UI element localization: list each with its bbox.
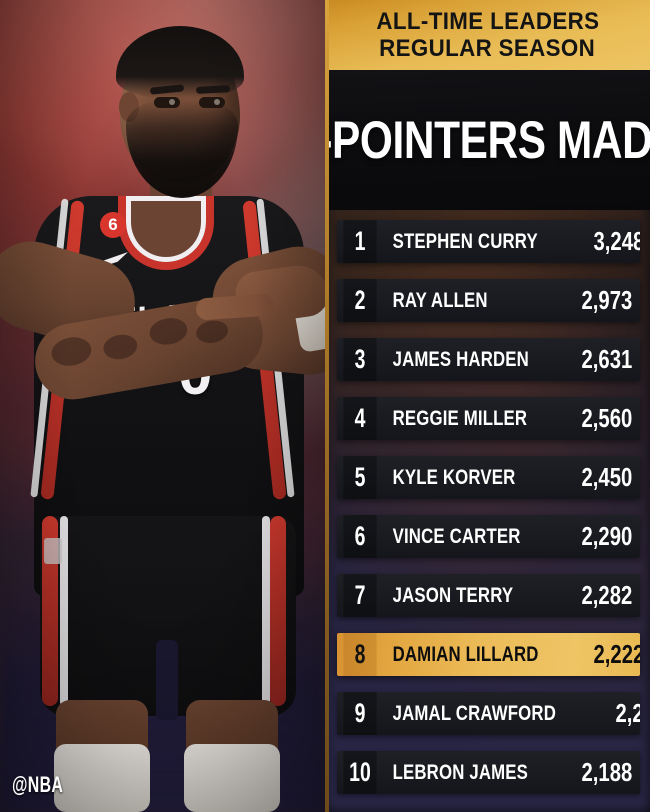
row-player-name: DAMIAN LILLARD [392,642,539,666]
table-row[interactable]: 6 VINCE CARTER 2,290 [337,515,640,558]
player-eye-left [154,97,180,108]
table-row[interactable]: 5 KYLE KORVER 2,450 [337,456,640,499]
table-row[interactable]: 10 LEBRON JAMES 2,188 [337,751,640,794]
player-eye-right [199,97,225,108]
row-player-name: JAMES HARDEN [392,347,529,371]
row-value: 3,248 [593,226,640,256]
row-value: 2,222 [593,639,640,669]
row-value: 2,282 [581,580,633,610]
shorts-inseam [156,640,178,720]
row-player-name: STEPHEN CURRY [392,229,538,253]
title-block: 3-POINTERS MADE [325,70,650,210]
jersey-collar [118,196,214,270]
table-row[interactable]: 2 RAY ALLEN 2,973 [337,279,640,322]
table-row[interactable]: 4 REGGIE MILLER 2,560 [337,397,640,440]
row-rank: 4 [343,397,377,440]
shorts-trim-left [60,516,68,706]
row-value: 2,450 [581,462,633,492]
row-rank: 5 [343,456,377,499]
row-value: 2,221 [615,698,640,728]
table-row[interactable]: 3 JAMES HARDEN 2,631 [337,338,640,381]
header-line-1: ALL-TIME LEADERS [376,7,599,35]
row-player-name: JAMAL CRAWFORD [392,701,556,725]
shorts-trim-right [262,516,270,706]
row-player-name: KYLE KORVER [392,465,516,489]
row-value: 2,631 [581,344,633,374]
table-row[interactable]: 9 JAMAL CRAWFORD 2,221 [337,692,640,735]
row-player-name: JASON TERRY [392,583,514,607]
row-rank: 8 [343,633,377,676]
player-sock-left [54,744,150,812]
row-value: 2,290 [581,521,633,551]
row-rank: 7 [343,574,377,617]
jersey-patch: 6 [100,212,126,238]
shorts-stripe-right [270,516,286,706]
row-player-name: RAY ALLEN [392,288,488,312]
row-rank: 3 [343,338,377,381]
table-row[interactable]: 1 STEPHEN CURRY 3,248 [337,220,640,263]
row-player-name: LEBRON JAMES [392,760,529,784]
row-value: 2,188 [581,757,633,787]
row-player-name: VINCE CARTER [392,524,521,548]
nba-logo-icon [44,538,62,564]
table-row[interactable]: 7 JASON TERRY 2,282 [337,574,640,617]
panel-gold-edge [325,0,329,812]
header-banner: ALL-TIME LEADERS REGULAR SEASON [325,0,650,70]
photo-vignette [0,0,325,812]
row-value: 2,973 [581,285,633,315]
player-figure: 6 RTLAND 0 [0,26,325,812]
player-photo-panel: 6 RTLAND 0 [0,0,325,812]
nba-watermark: @NBA [12,772,64,797]
page-title: 3-POINTERS MADE [325,110,650,170]
row-value: 2,560 [581,403,633,433]
player-sock-right [184,744,280,812]
row-player-name: REGGIE MILLER [392,406,528,430]
stats-panel: ALL-TIME LEADERS REGULAR SEASON 3-POINTE… [325,0,650,812]
row-rank: 2 [343,279,377,322]
header-line-2: REGULAR SEASON [379,34,596,62]
row-rank: 9 [343,692,377,735]
table-row[interactable]: 8 DAMIAN LILLARD 2,222 [337,633,640,676]
leaderboard-list: 1 STEPHEN CURRY 3,248 2 RAY ALLEN 2,973 3 JAMES… [325,210,650,794]
row-rank: 1 [343,220,377,263]
row-rank: 10 [343,751,377,794]
row-rank: 6 [343,515,377,558]
